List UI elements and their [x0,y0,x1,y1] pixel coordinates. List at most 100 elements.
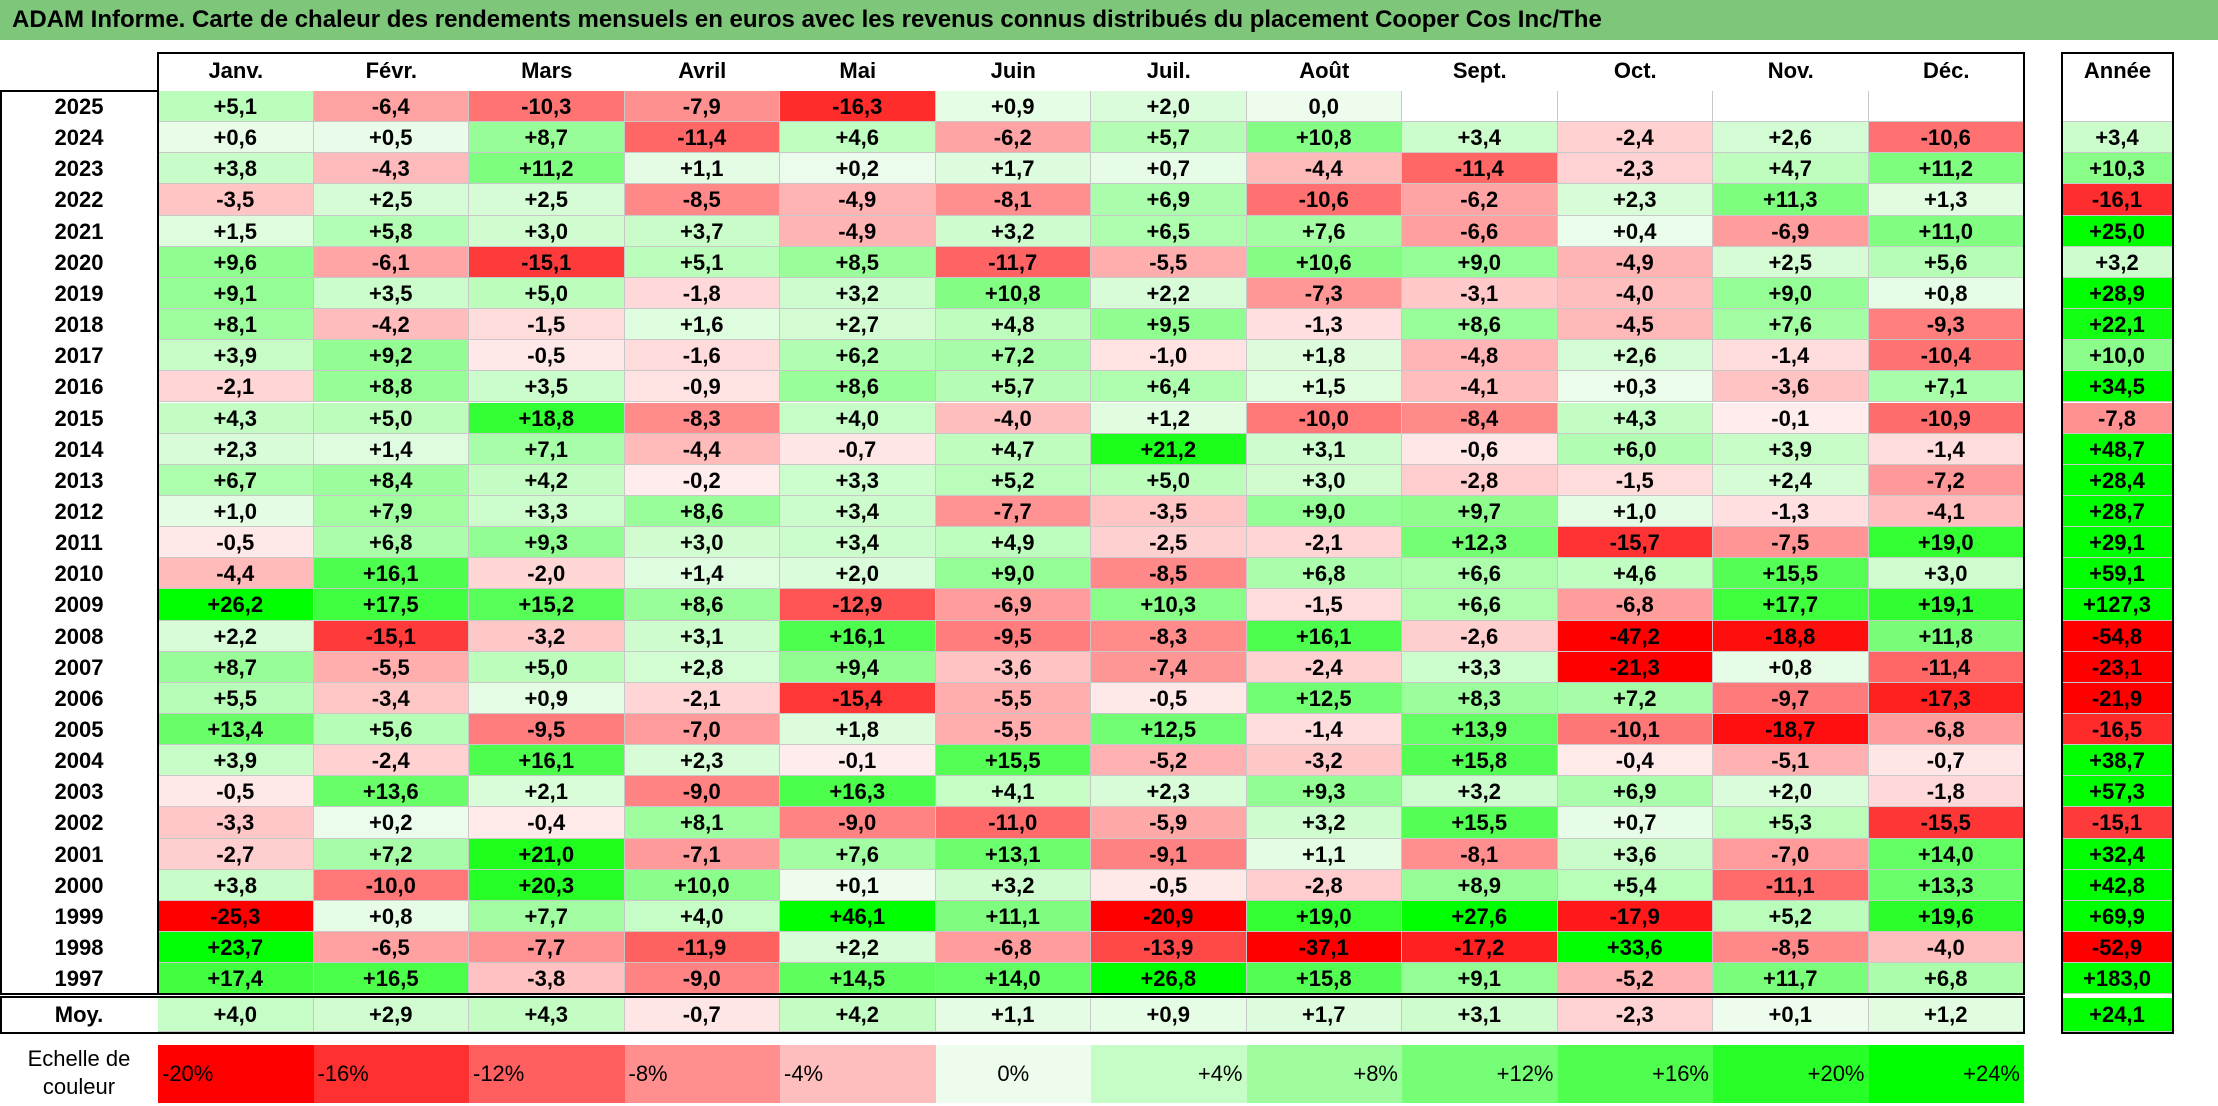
heatmap-cell: -7,7 [935,495,1091,528]
heatmap-cell: +4,3 [158,402,314,434]
annual-return-cell: +29,1 [2062,527,2173,559]
heatmap-cell: +23,7 [158,932,314,964]
year-label: 2019 [54,280,104,306]
annual-return-cell: +42,8 [2062,869,2173,901]
heatmap-cell: -4,8 [1402,340,1558,372]
heatmap-cell: -3,6 [1713,371,1869,403]
heatmap-cell: +3,5 [469,371,625,403]
heatmap-cell: +13,6 [313,776,469,808]
heatmap-cell: +5,6 [313,714,469,746]
heatmap-cell: +4,6 [1557,558,1713,590]
heatmap-cell: +16,3 [780,776,936,808]
heatmap-cell: +2,2 [158,620,314,652]
heatmap-cell: +2,3 [1091,776,1247,808]
year-label: 2001 [54,841,104,867]
heatmap-cell: +5,0 [469,651,625,683]
heatmap-cell: +2,3 [1557,184,1713,216]
heatmap-cell: +5,7 [935,371,1091,403]
heatmap-cell: -6,4 [313,91,469,123]
heatmap-cell: -37,1 [1246,932,1402,964]
report-title: ADAM Informe. Carte de chaleur des rende… [0,0,2218,40]
heatmap-cell: +8,1 [158,309,314,341]
heatmap-cell: -1,8 [624,277,780,310]
heatmap-cell: -11,4 [624,122,780,154]
heatmap-cell: -10,1 [1557,714,1713,746]
heatmap-cell: -11,9 [624,932,780,964]
year-label: 2012 [54,498,104,524]
heatmap-cell: -0,5 [158,527,314,559]
annual-return-cell: +38,7 [2062,745,2173,777]
heatmap-cell: +3,2 [935,215,1091,247]
heatmap-cell: +1,1 [1246,838,1402,870]
heatmap-cell: +6,8 [1868,963,2024,995]
annual-return-cell: -16,5 [2062,714,2173,746]
heatmap-cell: -10,4 [1868,340,2024,372]
heatmap-cell: +3,8 [158,869,314,901]
heatmap-cell: +0,8 [1713,651,1869,683]
heatmap-cell: +1,4 [624,558,780,590]
heatmap-cell: -4,9 [1557,246,1713,278]
heatmap-cell: +3,2 [1402,776,1558,808]
heatmap-cell: -0,5 [158,776,314,808]
heatmap-cell: +0,9 [469,682,625,714]
heatmap-cell: -0,1 [1713,402,1869,434]
heatmap-cell: -3,6 [935,651,1091,683]
heatmap-cell: -4,1 [1868,495,2024,528]
heatmap-cell: -4,5 [1557,309,1713,341]
heatmap-cell: -5,5 [935,682,1091,714]
heatmap-cell: +9,5 [1091,309,1247,341]
annual-return-cell: +28,4 [2062,464,2173,496]
heatmap-cell: +11,7 [1713,963,1869,995]
annual-return-cell: -21,9 [2062,682,2173,714]
heatmap-cell: -6,1 [313,246,469,278]
heatmap-cell: -4,3 [313,153,469,185]
heatmap-cell: +3,6 [1557,838,1713,870]
heatmap-cell: -6,5 [313,932,469,964]
heatmap-cell: +5,0 [1091,464,1247,496]
heatmap-cell: +18,8 [469,402,625,434]
heatmap-cell: -17,2 [1402,932,1558,964]
heatmap-cell: +0,8 [313,900,469,933]
heatmap-cell: +7,7 [469,900,625,933]
heatmap-cell: +8,7 [469,122,625,154]
annual-return-cell: +127,3 [2062,589,2173,621]
heatmap-cell: +11,0 [1868,215,2024,247]
year-label: 2009 [54,592,104,618]
heatmap-cell: -4,0 [1868,932,2024,964]
heatmap-cell: -6,6 [1402,215,1558,247]
heatmap-cell: +6,9 [1091,184,1247,216]
year-label: 2000 [54,872,104,898]
heatmap-cell: -2,7 [158,838,314,870]
heatmap-cell: +3,4 [780,495,936,528]
heatmap-cell: +5,5 [158,682,314,714]
heatmap-cell: +9,3 [469,527,625,559]
heatmap-cell: +9,6 [158,246,314,278]
year-label: 2017 [54,343,104,369]
heatmap-cell: +10,8 [935,277,1091,310]
year-label: 2024 [54,125,104,151]
heatmap-cell: -0,1 [780,745,936,777]
heatmap-cell: -5,5 [313,651,469,683]
color-scale-swatch: +24% [1868,1045,2024,1103]
heatmap-cell: -3,5 [158,184,314,216]
heatmap-cell: +14,0 [1868,838,2024,870]
heatmap-cell: +7,6 [1246,215,1402,247]
heatmap-cell: +7,2 [1557,682,1713,714]
heatmap-cell: +15,5 [1713,558,1869,590]
heatmap-cell: +8,1 [624,807,780,839]
heatmap-cell: -1,4 [1868,433,2024,465]
heatmap-cell: +9,0 [1246,495,1402,528]
heatmap-cell: -15,4 [780,682,936,714]
heatmap-cell: +15,5 [935,745,1091,777]
heatmap-cell: +0,8 [1868,277,2024,310]
year-label: 2010 [54,561,104,587]
year-label: 2004 [54,748,104,774]
heatmap-cell: +3,9 [158,340,314,372]
heatmap-cell: -5,5 [1091,246,1247,278]
heatmap-cell: -4,0 [935,402,1091,434]
heatmap-cell: +2,3 [624,745,780,777]
heatmap-cell: +13,4 [158,714,314,746]
heatmap-cell: -4,9 [780,215,936,247]
heatmap-cell: -1,5 [1557,464,1713,496]
heatmap-cell: +2,4 [1713,464,1869,496]
